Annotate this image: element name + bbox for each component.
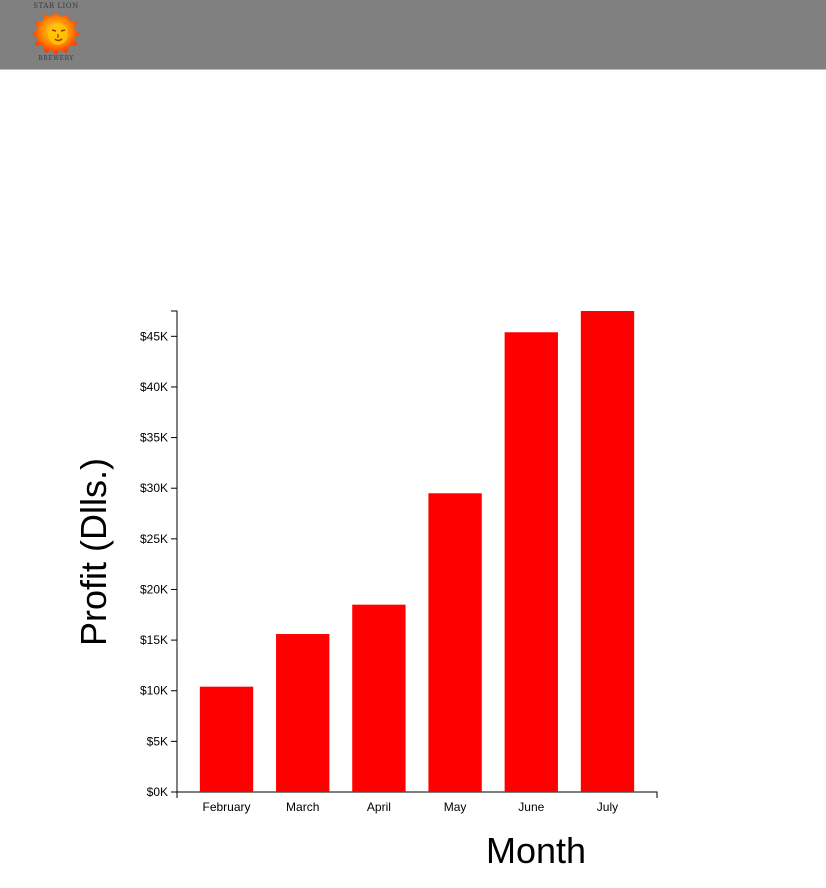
x-axis-line bbox=[176, 791, 658, 798]
brand-logo[interactable]: STAR LION BREWERY bbox=[28, 2, 84, 66]
bar bbox=[428, 493, 482, 792]
y-axis-line bbox=[171, 310, 178, 793]
x-tick-label: June bbox=[518, 800, 544, 814]
x-tick-label: May bbox=[444, 800, 467, 814]
bar bbox=[276, 634, 330, 792]
bar bbox=[504, 332, 558, 792]
y-tick-label: $30K bbox=[140, 481, 168, 495]
bar bbox=[352, 604, 406, 792]
x-axis: February March April May June July bbox=[176, 791, 658, 814]
y-tick-label: $10K bbox=[140, 684, 168, 698]
y-tick-label: $35K bbox=[140, 431, 168, 445]
y-tick-label: $45K bbox=[140, 329, 168, 343]
x-tick-label: April bbox=[367, 800, 391, 814]
logo-text-top: STAR LION bbox=[33, 2, 79, 10]
y-tick-label: $0K bbox=[147, 785, 168, 799]
y-tick-label: $5K bbox=[147, 734, 168, 748]
y-tick-label: $15K bbox=[140, 633, 168, 647]
y-axis-title: Profit (Dlls.) bbox=[73, 458, 114, 646]
x-tick-label: February bbox=[203, 800, 251, 814]
y-tick-label: $25K bbox=[140, 532, 168, 546]
y-axis: $0K $5K $10K $15K $20K $25K $30K $35K $40K $45K bbox=[140, 310, 178, 799]
y-tick-label: $40K bbox=[140, 380, 168, 394]
bar bbox=[580, 311, 635, 792]
x-tick-label: July bbox=[597, 800, 618, 814]
header-bar: STAR LION BREWERY bbox=[0, 0, 826, 70]
bar-series bbox=[199, 311, 635, 792]
y-tick-label: $20K bbox=[140, 582, 168, 596]
x-tick-label: March bbox=[286, 800, 319, 814]
lion-head-icon bbox=[32, 12, 80, 55]
x-axis-title: Month bbox=[486, 830, 586, 871]
bar bbox=[199, 686, 254, 792]
logo-text-bottom: BREWERY bbox=[38, 55, 74, 62]
